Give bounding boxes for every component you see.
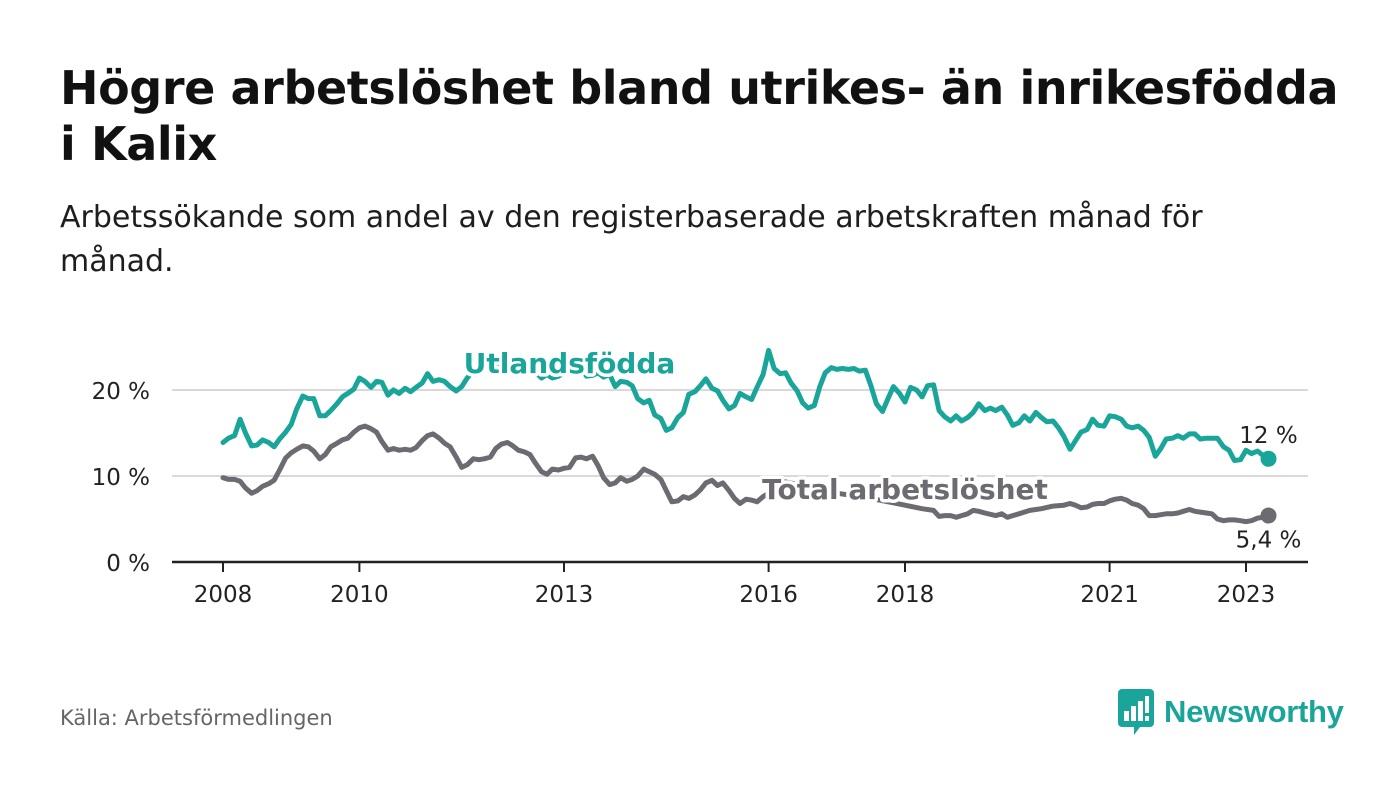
x-tick-label: 2023 <box>1217 582 1276 608</box>
end-value-label-utlandsfodda: 12 % <box>1239 423 1297 449</box>
chart-title: Högre arbetslöshet bland utrikes- än inr… <box>60 61 1339 171</box>
source-note: Källa: Arbetsförmedlingen <box>60 706 333 730</box>
y-tick-label: 20 % <box>92 379 150 405</box>
x-tick-label: 2021 <box>1080 582 1139 608</box>
chart-subtitle: Arbetssökande som andel av den registerb… <box>60 200 1203 279</box>
end-marker-total <box>1260 507 1277 524</box>
series-label-utlandsfodda: Utlandsfödda <box>464 347 676 380</box>
x-tick-label: 2010 <box>330 582 389 608</box>
x-tick-label: 2008 <box>194 582 253 608</box>
brand-name: Newsworthy <box>1164 694 1344 729</box>
y-tick-label: 0 % <box>106 551 150 577</box>
x-tick-label: 2016 <box>739 582 798 608</box>
end-value-label-total: 5,4 % <box>1236 528 1302 554</box>
brand[interactable]: Newsworthy <box>1118 688 1344 736</box>
x-tick-label: 2013 <box>535 582 594 608</box>
x-tick-label: 2018 <box>876 582 935 608</box>
series-line-total <box>220 423 1271 525</box>
end-marker-utlandsfodda <box>1260 450 1277 467</box>
newsworthy-logo-icon <box>1118 689 1154 735</box>
series-label-total: Total arbetslöshet <box>762 473 1048 506</box>
y-tick-label: 10 % <box>92 465 150 491</box>
series-line-utlandsfodda <box>220 347 1271 463</box>
